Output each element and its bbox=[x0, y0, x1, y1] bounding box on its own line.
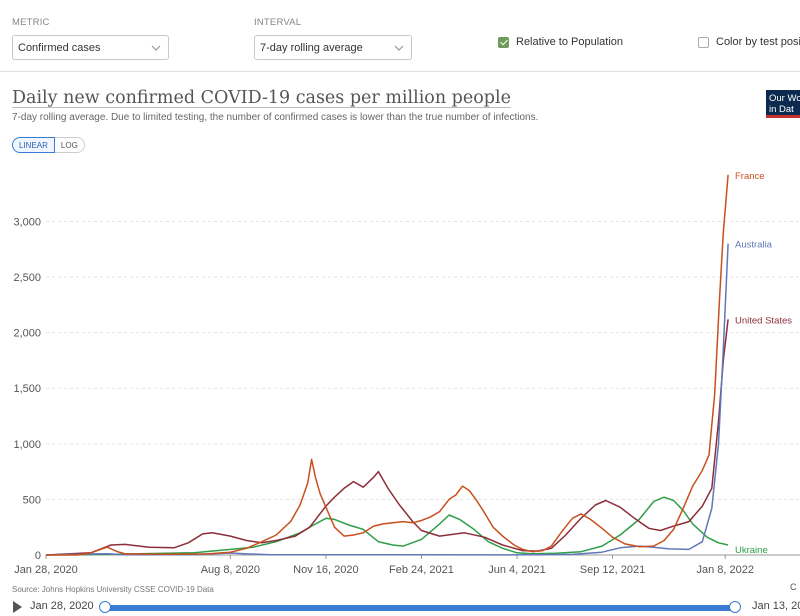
x-tick-label: Jan 28, 2020 bbox=[14, 564, 78, 576]
scale-toggle: LINEAR LOG bbox=[12, 137, 85, 153]
series-line-ukraine bbox=[45, 496, 729, 556]
logo-line-1: Our Wo bbox=[769, 93, 800, 104]
x-tick-label: Nov 16, 2020 bbox=[293, 564, 358, 576]
x-tick-label: Sep 12, 2021 bbox=[580, 564, 645, 576]
line-chart: 0 500 1,000 1,500 2,000 2,500 3,000 Jan 28, 20… bbox=[13, 171, 800, 576]
controls-bar: METRIC Confirmed cases INTERVAL 7-day ro… bbox=[0, 0, 800, 72]
metric-select-value: Confirmed cases bbox=[18, 42, 101, 54]
timeline-track[interactable] bbox=[105, 605, 735, 611]
relative-to-population-label: Relative to Population bbox=[516, 36, 624, 48]
x-tick-label: Jun 4, 2021 bbox=[488, 564, 546, 576]
x-tick-label: Feb 24, 2021 bbox=[389, 564, 454, 576]
series-label-united-states: United States bbox=[735, 315, 792, 326]
y-tick-label: 500 bbox=[23, 494, 41, 506]
timeline-end-label: Jan 13, 20 bbox=[752, 600, 800, 612]
y-tick-label: 3,000 bbox=[13, 216, 41, 228]
logo-line-2: in Dat bbox=[769, 104, 794, 115]
checkbox-unchecked-icon[interactable] bbox=[698, 36, 709, 48]
play-icon[interactable] bbox=[13, 601, 22, 613]
relative-to-population-toggle[interactable]: Relative to Population bbox=[498, 36, 623, 48]
chart-subtitle: 7-day rolling average. Due to limited te… bbox=[12, 112, 539, 123]
chevron-down-icon bbox=[151, 45, 161, 51]
y-tick-label: 2,500 bbox=[13, 272, 41, 284]
x-tick-label: Aug 8, 2020 bbox=[201, 564, 260, 576]
chart-title: Daily new confirmed COVID-19 cases per m… bbox=[12, 88, 511, 108]
x-tick-label: Jan 8, 2022 bbox=[696, 564, 754, 576]
interval-label: INTERVAL bbox=[254, 17, 302, 28]
interval-select-value: 7-day rolling average bbox=[260, 42, 363, 54]
log-scale-button[interactable]: LOG bbox=[54, 137, 85, 153]
series-line-france bbox=[46, 174, 729, 556]
owid-logo[interactable]: Our Wo in Dat bbox=[766, 90, 800, 118]
checkbox-checked-icon[interactable] bbox=[498, 36, 509, 48]
y-tick-label: 1,500 bbox=[13, 383, 41, 395]
linear-scale-button[interactable]: LINEAR bbox=[12, 137, 55, 153]
y-tick-label: 0 bbox=[35, 550, 41, 562]
y-tick-label: 2,000 bbox=[13, 328, 41, 340]
series-line-united-states bbox=[45, 319, 729, 556]
timeline-start-label: Jan 28, 2020 bbox=[30, 600, 94, 612]
series-label-ukraine: Ukraine bbox=[735, 545, 768, 556]
timeline: Jan 28, 2020 Jan 13, 20 bbox=[0, 596, 800, 616]
metric-label: METRIC bbox=[12, 17, 50, 28]
timeline-start-handle[interactable] bbox=[99, 601, 111, 613]
interval-select[interactable]: 7-day rolling average bbox=[254, 35, 412, 60]
corner-text: C bbox=[790, 582, 797, 592]
series-label-france: France bbox=[735, 171, 765, 182]
metric-select[interactable]: Confirmed cases bbox=[12, 35, 169, 60]
series-label-australia: Australia bbox=[735, 240, 773, 251]
color-by-test-positivity-toggle[interactable]: Color by test positi bbox=[698, 36, 800, 48]
color-by-test-positivity-label: Color by test positi bbox=[716, 36, 800, 48]
y-tick-label: 1,000 bbox=[13, 439, 41, 451]
series-line-australia bbox=[45, 243, 729, 556]
timeline-end-handle[interactable] bbox=[729, 601, 741, 613]
chevron-down-icon bbox=[394, 45, 404, 51]
source-note: Source: Johns Hopkins University CSSE CO… bbox=[12, 585, 214, 594]
